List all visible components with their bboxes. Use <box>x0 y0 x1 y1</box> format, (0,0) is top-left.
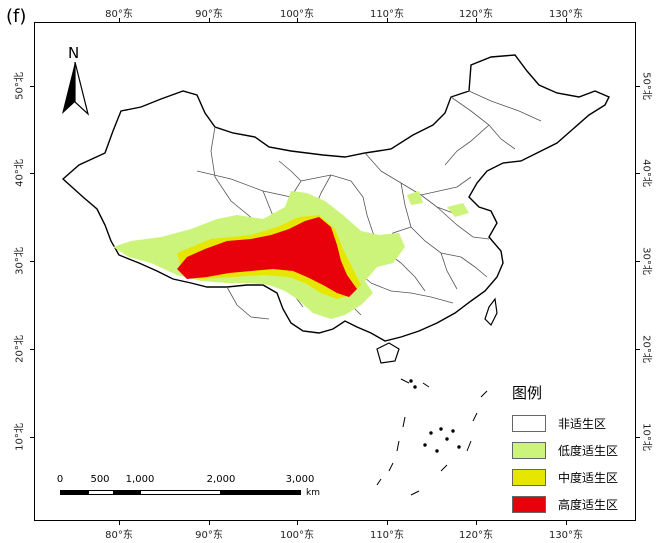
scale-label: 1,000 <box>125 474 155 485</box>
scale-segment <box>88 490 114 495</box>
lat-tick-label-left: 20°北 <box>14 335 26 363</box>
tick-mark <box>297 18 298 22</box>
north-arrow-icon <box>62 62 90 116</box>
lat-tick-label-left: 40°北 <box>14 159 26 187</box>
tick-mark <box>119 521 120 525</box>
tick-mark <box>387 521 388 525</box>
legend: 图例 非适生区 低度适生区 中度适生区 高度适生区 <box>506 382 636 521</box>
scale-label: 3,000 <box>285 474 315 485</box>
tick-mark <box>119 18 120 22</box>
low-suitability-patch-north <box>407 191 423 205</box>
tick-mark <box>30 261 34 262</box>
lon-tick-label-top: 110°东 <box>369 9 405 20</box>
tick-mark <box>636 86 640 87</box>
lat-tick-label-left: 50°北 <box>14 72 26 100</box>
lon-tick-label-bottom: 120°东 <box>458 530 494 541</box>
lat-tick-label-right: 10°北 <box>640 423 652 451</box>
scale-unit: km <box>306 488 320 498</box>
scale-label: 0 <box>56 474 64 485</box>
tick-mark <box>636 261 640 262</box>
tick-mark <box>566 521 567 525</box>
legend-swatch <box>512 469 546 486</box>
lon-tick-label-bottom: 130°东 <box>548 530 584 541</box>
lon-tick-label-top: 80°东 <box>105 9 133 20</box>
high-suitability-area <box>177 217 357 297</box>
legend-title: 图例 <box>512 384 543 402</box>
tick-mark <box>636 173 640 174</box>
tick-mark <box>636 437 640 438</box>
scale-segment <box>114 490 140 495</box>
legend-item-medium: 中度适生区 <box>506 467 636 488</box>
legend-label: 高度适生区 <box>558 498 619 512</box>
tick-mark <box>636 349 640 350</box>
lat-tick-label-right: 30°北 <box>640 247 652 275</box>
lat-tick-label-left: 10°北 <box>14 423 26 451</box>
lon-tick-label-bottom: 100°东 <box>279 530 315 541</box>
south-sea-islands <box>376 378 488 496</box>
tick-mark <box>209 18 210 22</box>
tick-mark <box>476 18 477 22</box>
scale-bar: 0 500 1,000 2,000 3,000 km <box>56 474 320 500</box>
tick-mark <box>566 18 567 22</box>
tick-mark <box>387 18 388 22</box>
lon-tick-label-bottom: 80°东 <box>105 530 133 541</box>
scale-segment <box>221 490 301 495</box>
legend-swatch <box>512 442 546 459</box>
legend-item-low: 低度适生区 <box>506 440 636 461</box>
panel-label: (f) <box>6 6 27 27</box>
scale-label: 2,000 <box>206 474 236 485</box>
hainan-island <box>376 342 400 364</box>
china-map <box>61 54 610 496</box>
lat-tick-label-right: 20°北 <box>640 335 652 363</box>
map-frame <box>34 22 636 521</box>
legend-label: 低度适生区 <box>558 444 619 458</box>
legend-label: 非适生区 <box>558 417 607 431</box>
lon-tick-label-top: 100°东 <box>279 9 315 20</box>
suitability-zones <box>113 191 469 319</box>
tick-mark <box>297 521 298 525</box>
lat-tick-label-left: 30°北 <box>14 247 26 275</box>
north-letter: N <box>68 44 80 62</box>
lat-tick-label-right: 50°北 <box>640 72 652 100</box>
legend-swatch <box>512 415 546 432</box>
north-arrow: N <box>58 44 92 116</box>
legend-swatch <box>512 496 546 513</box>
lon-tick-label-top: 120°东 <box>458 9 494 20</box>
lon-tick-label-bottom: 90°东 <box>195 530 223 541</box>
lon-tick-label-top: 90°东 <box>195 9 223 20</box>
tick-mark <box>30 349 34 350</box>
legend-label: 中度适生区 <box>558 471 619 485</box>
scale-segment <box>140 490 221 495</box>
scale-segment <box>60 490 88 495</box>
legend-item-unsuitable: 非适生区 <box>506 413 636 434</box>
lon-tick-label-top: 130°东 <box>548 9 584 20</box>
tick-mark <box>476 521 477 525</box>
taiwan-island <box>484 297 498 327</box>
legend-item-high: 高度适生区 <box>506 494 636 515</box>
tick-mark <box>209 521 210 525</box>
tick-mark <box>30 173 34 174</box>
tick-mark <box>30 86 34 87</box>
lat-tick-label-right: 40°北 <box>640 159 652 187</box>
lon-tick-label-bottom: 110°东 <box>369 530 405 541</box>
scale-label: 500 <box>90 474 110 485</box>
low-suitability-patch-east <box>447 203 469 217</box>
tick-mark <box>30 437 34 438</box>
